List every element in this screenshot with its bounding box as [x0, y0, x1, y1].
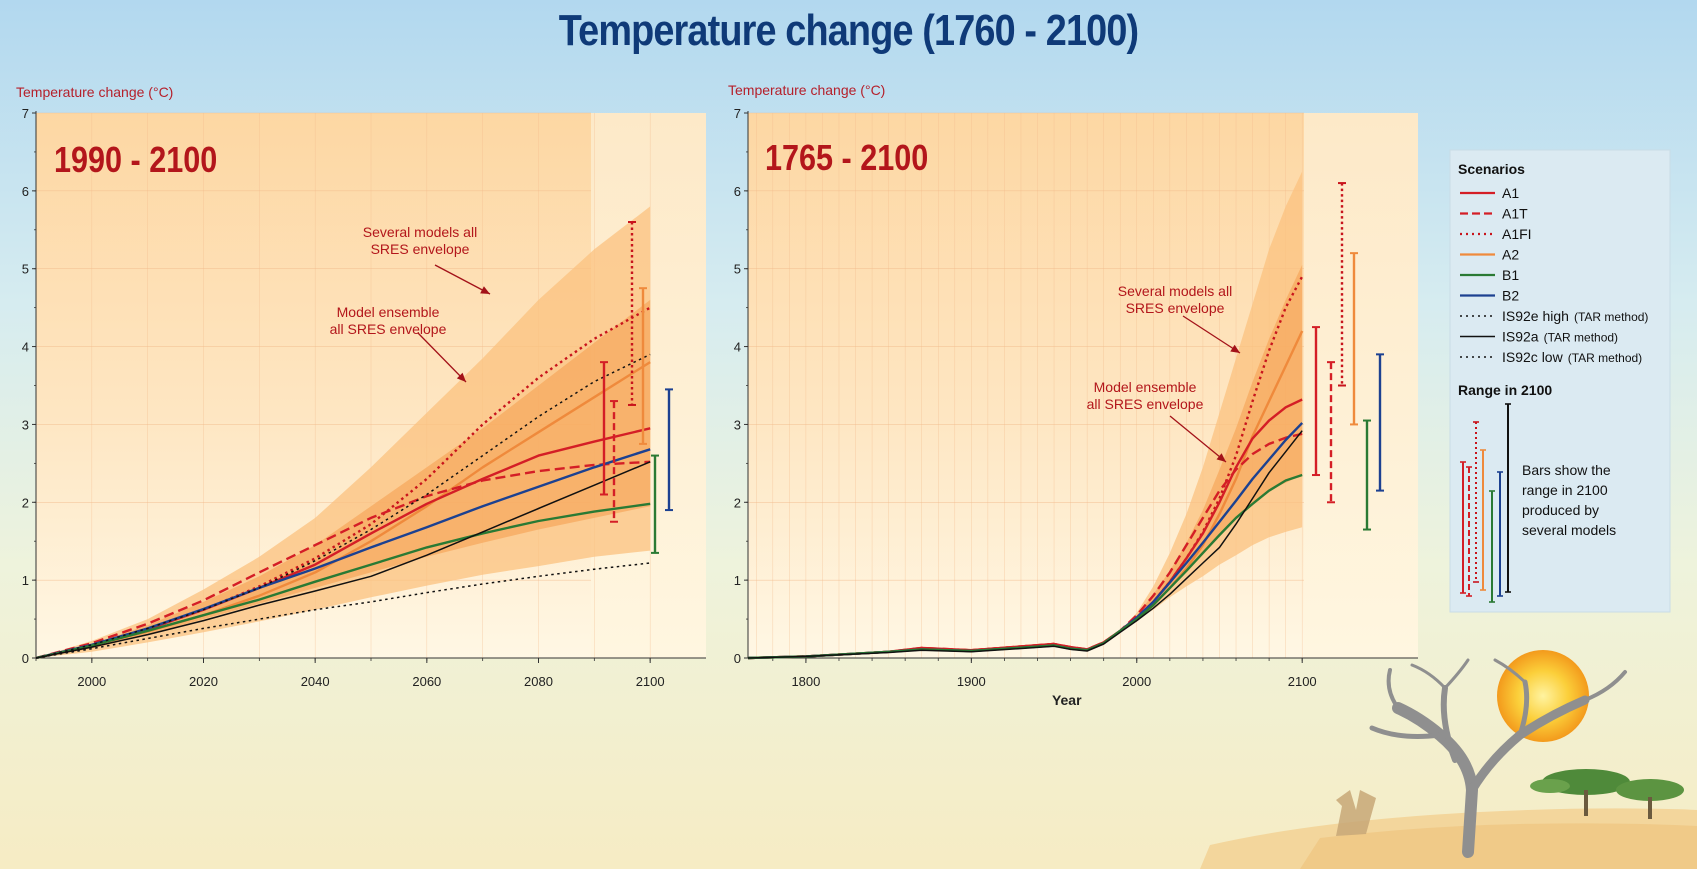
- x-tick-label: 2020: [189, 674, 218, 689]
- annotation-arrow: [1182, 315, 1241, 354]
- range-area-background: [1304, 113, 1418, 658]
- panel-1990-2100: 0 1 2 3 4 5 6 7 2000 2020 2040 2060 2080 2100 Temperat…: [16, 84, 706, 689]
- x-tick-label: 2000: [77, 674, 106, 689]
- annotation-line: all SRES envelope: [330, 321, 447, 337]
- ground-shade: [1300, 823, 1697, 869]
- legend-label-is92e-high: IS92e high (TAR method): [1502, 308, 1648, 324]
- legend-label-is92c-low: IS92c low (TAR method): [1502, 349, 1642, 365]
- y-tick-label: 0: [22, 651, 29, 666]
- y-axis-label: Temperature change (°C): [728, 82, 885, 98]
- legend-heading: Scenarios: [1458, 161, 1525, 177]
- y-tick-label: 6: [22, 184, 29, 199]
- annotation-line: SRES envelope: [371, 241, 470, 257]
- y-tick-label: 0: [734, 651, 741, 666]
- y-tick-label: 3: [734, 417, 741, 432]
- annotation-line: Model ensemble: [1094, 379, 1197, 395]
- annotation-line: Model ensemble: [337, 304, 440, 320]
- y-tick-label: 1: [734, 573, 741, 588]
- annotation-arrowhead: [480, 286, 490, 294]
- plot-background: [748, 113, 1304, 658]
- x-axis-label: Year: [1052, 692, 1082, 708]
- series-line-a1fi: [35, 306, 651, 660]
- y-tick-label: 7: [22, 106, 29, 121]
- legend: Scenarios A1 A1T A1FI A2 B1 B2 IS92e high (TAR m…: [1449, 149, 1671, 613]
- legend-range-text-line: Bars show the: [1522, 462, 1611, 478]
- legend-range-heading: Range in 2100: [1458, 382, 1552, 398]
- x-tick-label: 2000: [1122, 674, 1151, 689]
- envelope-model-ensemble-all-sres-envelope: [1120, 264, 1303, 631]
- legend-range-text-line: range in 2100: [1522, 482, 1608, 498]
- annotation-line: all SRES envelope: [1087, 396, 1204, 412]
- legend-note: (TAR method): [1574, 310, 1648, 324]
- y-tick-label: 1: [22, 573, 29, 588]
- series-line-a1t: [35, 460, 651, 660]
- series-line-b2: [35, 448, 651, 660]
- envelope-several-models-all-sres-envelope: [1120, 171, 1303, 631]
- y-tick-label: 4: [22, 340, 29, 355]
- y-tick-label: 2: [22, 495, 29, 510]
- annotation-label: Model ensemble all SRES envelope: [330, 304, 447, 337]
- y-axis-label: Temperature change (°C): [16, 84, 173, 100]
- annotation-arrow: [434, 264, 491, 295]
- x-tick-label: 1800: [791, 674, 820, 689]
- panel-title: 1765 - 2100: [765, 139, 928, 179]
- series-line-is92a: [747, 430, 1303, 659]
- y-tick-label: 5: [734, 262, 741, 277]
- annotation-arrowhead: [1216, 453, 1226, 462]
- annotation-label: Model ensemble all SRES envelope: [1087, 379, 1204, 412]
- legend-label-a1t: A1T: [1502, 206, 1528, 222]
- annotation-arrowhead: [456, 372, 466, 382]
- legend-label-b1: B1: [1502, 267, 1519, 283]
- series-line-is92c-low: [35, 562, 651, 659]
- legend-label-a1: A1: [1502, 185, 1519, 201]
- series-line-b1: [747, 473, 1303, 660]
- y-tick-label: 4: [734, 340, 741, 355]
- envelope-model-ensemble-all-sres-envelope: [36, 299, 651, 658]
- y-tick-label: 2: [734, 495, 741, 510]
- annotation-label: Several models all SRES envelope: [363, 224, 477, 257]
- legend-note: (TAR method): [1544, 331, 1618, 345]
- y-tick-label: 3: [22, 417, 29, 432]
- legend-range-text-line: several models: [1522, 522, 1616, 538]
- annotation-arrow: [1169, 415, 1227, 463]
- rock-icon: [1336, 790, 1376, 836]
- acacia-trees-icon: [1530, 769, 1684, 819]
- y-tick-label: 5: [22, 262, 29, 277]
- panel-1765-2100: 0 1 2 3 4 5 6 7 1800 1900 2000 2100 Temperature chan…: [728, 82, 1418, 708]
- legend-range-text: Bars show the range in 2100 produced by sev…: [1522, 462, 1616, 538]
- x-tick-label: 2100: [636, 674, 665, 689]
- series-line-b1: [35, 502, 651, 660]
- annotation-label: Several models all SRES envelope: [1118, 283, 1232, 316]
- legend-label-a1fi: A1FI: [1502, 226, 1532, 242]
- dead-tree-icon: [1369, 658, 1627, 858]
- legend-note: (TAR method): [1568, 351, 1642, 365]
- x-tick-label: 2060: [412, 674, 441, 689]
- x-tick-label: 2080: [524, 674, 553, 689]
- legend-range-text-line: produced by: [1522, 502, 1599, 518]
- series-line-is92a: [35, 461, 651, 659]
- panel-title: 1990 - 2100: [54, 141, 217, 181]
- legend-label-b2: B2: [1502, 288, 1519, 304]
- series-line-a1t: [747, 432, 1303, 660]
- annotation-arrow: [417, 332, 467, 383]
- sun-icon: [1497, 650, 1589, 742]
- envelope-several-models-all-sres-envelope: [36, 206, 651, 658]
- x-tick-label: 2040: [301, 674, 330, 689]
- y-tick-label: 7: [734, 106, 741, 121]
- annotation-line: SRES envelope: [1126, 300, 1225, 316]
- annotation-line: Several models all: [363, 224, 477, 240]
- main-title: Temperature change (1760 - 2100): [558, 6, 1139, 55]
- legend-box: [1449, 149, 1671, 613]
- legend-label-is92a: IS92a (TAR method): [1502, 329, 1618, 345]
- annotation-line: Several models all: [1118, 283, 1232, 299]
- y-tick-label: 6: [734, 184, 741, 199]
- annotation-arrowhead: [1230, 344, 1240, 353]
- legend-label-a2: A2: [1502, 247, 1519, 263]
- x-tick-label: 1900: [957, 674, 986, 689]
- landscape-illustration: [1200, 650, 1697, 869]
- x-tick-label: 2100: [1288, 674, 1317, 689]
